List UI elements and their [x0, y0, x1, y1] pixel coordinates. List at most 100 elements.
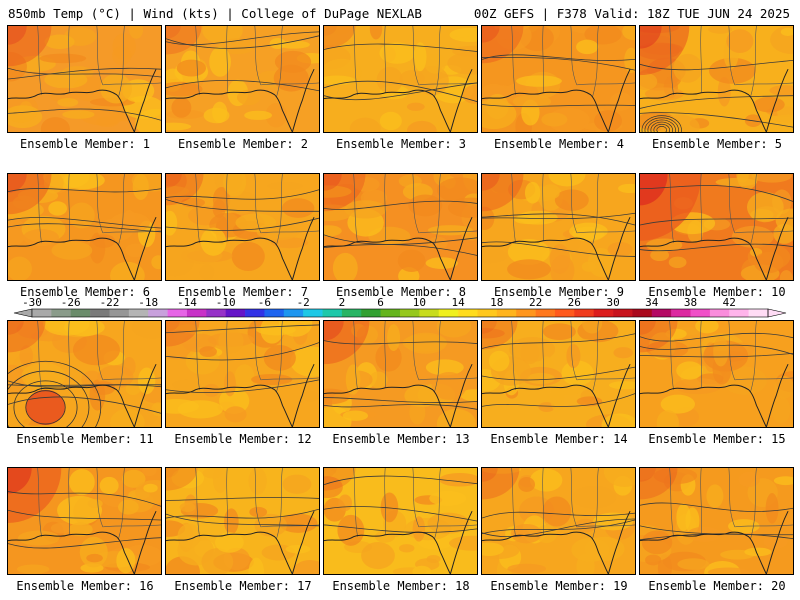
- ensemble-member-label: Ensemble Member: 9: [493, 285, 625, 299]
- colorbar-swatch: [438, 309, 459, 317]
- ensemble-member-label: Ensemble Member: 18: [332, 579, 470, 593]
- ensemble-member-map: [639, 25, 794, 133]
- colorbar-tick-label: 38: [684, 296, 697, 309]
- colorbar-tick-label: -10: [216, 296, 236, 309]
- ensemble-member-label: Ensemble Member: 5: [651, 137, 783, 151]
- ensemble-member-map: [165, 467, 320, 575]
- colorbar-swatch: [458, 309, 478, 317]
- ensemble-member-map: [639, 467, 794, 575]
- colorbar-swatch: [613, 309, 633, 317]
- colorbar-tick-label: -14: [177, 296, 197, 309]
- colorbar-swatch: [690, 309, 711, 317]
- ensemble-member-label: Ensemble Member: 3: [335, 137, 467, 151]
- ensemble-member-label: Ensemble Member: 19: [490, 579, 628, 593]
- ensemble-member-map: [481, 25, 636, 133]
- ensemble-member-map: [323, 467, 478, 575]
- ensemble-member-map: [323, 320, 478, 428]
- ensemble-member-map: [323, 173, 478, 281]
- colorbar-swatch: [167, 309, 188, 317]
- ensemble-member-label: Ensemble Member: 15: [648, 432, 786, 446]
- colorbar-swatch: [400, 309, 420, 317]
- colorbar-swatch: [477, 309, 498, 317]
- ensemble-member-label: Ensemble Member: 4: [493, 137, 625, 151]
- colorbar-tick-label: 18: [490, 296, 503, 309]
- colorbar-swatch: [419, 309, 440, 317]
- colorbar-swatch: [51, 309, 72, 317]
- colorbar-tick-label: -2: [297, 296, 310, 309]
- ensemble-member-label: Ensemble Member: 7: [177, 285, 309, 299]
- ensemble-member-label: Ensemble Member: 2: [177, 137, 309, 151]
- ensemble-member-map: [165, 320, 320, 428]
- ensemble-member-label: Ensemble Member: 1: [19, 137, 151, 151]
- ensemble-member-label: Ensemble Member: 12: [174, 432, 312, 446]
- colorbar-tick-label: 42: [723, 296, 736, 309]
- ensemble-member-label: Ensemble Member: 14: [490, 432, 628, 446]
- valid-time: 00Z GEFS | F378 Valid: 18Z TUE JUN 24 20…: [473, 6, 790, 21]
- colorbar-swatch: [671, 309, 691, 317]
- colorbar-tick-label: -26: [61, 296, 81, 309]
- colorbar-swatch: [516, 309, 536, 317]
- colorbar-swatch: [380, 309, 401, 317]
- ensemble-member-map: [165, 25, 320, 133]
- ensemble-member-map: [481, 467, 636, 575]
- ensemble-member-map: [481, 173, 636, 281]
- colorbar-swatch: [283, 309, 304, 317]
- colorbar-swatch: [128, 309, 149, 317]
- colorbar-tick-label: 26: [568, 296, 581, 309]
- ensemble-member-map: [323, 25, 478, 133]
- colorbar-tick-label: 6: [377, 296, 384, 309]
- colorbar-swatch: [729, 309, 749, 317]
- ensemble-member-map: [639, 320, 794, 428]
- colorbar-swatch: [322, 309, 343, 317]
- colorbar-tick-label: 10: [413, 296, 426, 309]
- colorbar-swatch: [496, 309, 517, 317]
- ensemble-member-label: Ensemble Member: 6: [19, 285, 151, 299]
- ensemble-member-label: Ensemble Member: 16: [16, 579, 154, 593]
- colorbar-tick-label: 2: [339, 296, 346, 309]
- ensemble-member-map: [7, 25, 162, 133]
- colorbar-tick-label: -18: [138, 296, 158, 309]
- colorbar-swatch: [70, 309, 91, 317]
- ensemble-member-label: Ensemble Member: 11: [16, 432, 154, 446]
- ensemble-member-label: Ensemble Member: 13: [332, 432, 470, 446]
- colorbar-swatch: [90, 309, 110, 317]
- colorbar-swatch: [632, 309, 653, 317]
- ensemble-member-map: [481, 320, 636, 428]
- colorbar-swatch: [535, 309, 556, 317]
- colorbar-left-arrow: [13, 308, 33, 318]
- colorbar-tick-label: 14: [451, 296, 465, 309]
- ensemble-member-label: Ensemble Member: 10: [648, 285, 786, 299]
- colorbar-swatch: [593, 309, 614, 317]
- colorbar-swatch: [361, 309, 381, 317]
- ensemble-member-map: [7, 467, 162, 575]
- colorbar-right-arrow: [767, 308, 787, 318]
- colorbar-tick-label: -30: [22, 296, 42, 309]
- colorbar-swatch: [303, 309, 323, 317]
- ensemble-member-map: [639, 173, 794, 281]
- colorbar-swatch: [341, 309, 362, 317]
- colorbar-tick-label: 34: [645, 296, 659, 309]
- colorbar-swatch: [651, 309, 672, 317]
- ensemble-member-label: Ensemble Member: 8: [335, 285, 467, 299]
- ensemble-member-map: [7, 173, 162, 281]
- colorbar: -30 -26 -22 -18 -14 -10 -6 -2 2 6 10 14 18 22 26 30 34 38…: [13, 296, 787, 318]
- map-title: 850mb Temp (°C) | Wind (kts) | College o…: [8, 6, 422, 21]
- colorbar-swatch: [264, 309, 285, 317]
- colorbar-swatch: [186, 309, 207, 317]
- ensemble-member-label: Ensemble Member: 20: [648, 579, 786, 593]
- colorbar-swatch: [709, 309, 730, 317]
- colorbar-tick-label: 30: [606, 296, 619, 309]
- colorbar-tick-label: 22: [529, 296, 542, 309]
- colorbar-swatch: [109, 309, 130, 317]
- colorbar-swatch: [245, 309, 265, 317]
- colorbar-swatch: [225, 309, 246, 317]
- ensemble-member-label: Ensemble Member: 17: [174, 579, 312, 593]
- colorbar-swatch: [748, 309, 769, 317]
- ensemble-member-map: [165, 173, 320, 281]
- colorbar-tick-label: -22: [100, 296, 120, 309]
- colorbar-tick-label: -6: [258, 296, 271, 309]
- colorbar-swatch: [32, 309, 52, 317]
- colorbar-swatch: [148, 309, 168, 317]
- colorbar-swatch: [554, 309, 575, 317]
- colorbar-swatch: [574, 309, 594, 317]
